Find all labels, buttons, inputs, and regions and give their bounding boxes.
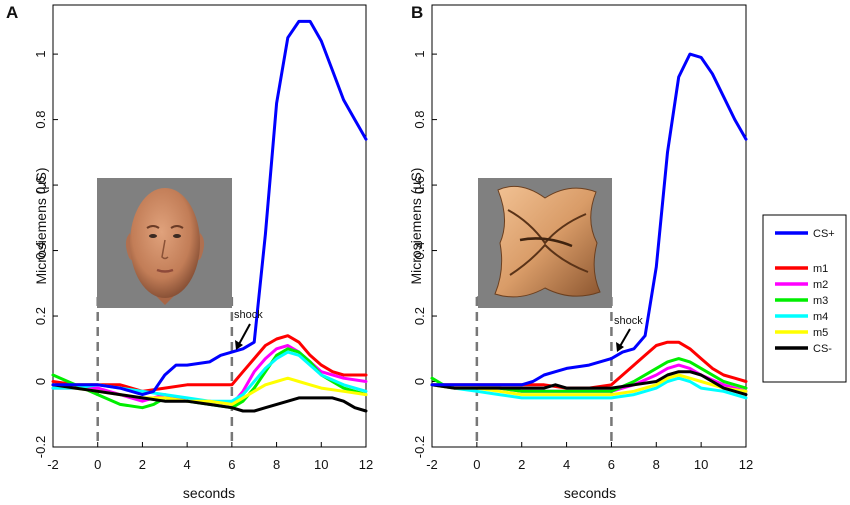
panel-a-series-m3 <box>51 347 368 410</box>
legend-label-csplus: CS+ <box>813 228 835 240</box>
panel-a-shock-annotation: shock <box>234 309 263 350</box>
panel-b-ytick-label: 0.4 <box>412 242 427 260</box>
panel-a-ytick-label: 1 <box>33 50 48 57</box>
panel-b-y-axis-label: Microsiemens (µS) <box>408 168 424 285</box>
panel-a-axes-frame <box>52 4 367 448</box>
face-right-brow <box>170 225 184 229</box>
face-left-eye <box>149 234 157 238</box>
panel-a-series <box>51 19 368 413</box>
panel-b-x-axis-label: seconds <box>564 485 616 501</box>
face-stimulus-image <box>97 178 232 308</box>
panel-b-shock-arrow-head <box>616 342 624 352</box>
panel-b-letter: B <box>411 3 423 22</box>
panel-b-shock-annotation: shock <box>614 315 643 352</box>
panel-a-shock-arrow-head <box>235 340 243 350</box>
panel-b-ytick-label: 0.2 <box>412 307 427 325</box>
panel-a-ytick-label: -0.2 <box>33 436 48 458</box>
shape-blob <box>494 185 601 298</box>
panel-b-ytick-label: -0.2 <box>412 436 427 458</box>
legend-label-m5: m5 <box>813 327 828 339</box>
panel-a-tick-layer: -0.2 0 0.2 0.4 0.6 0.8 1 -2 0 2 4 6 8 10 12 <box>33 50 373 472</box>
panel-a-xtick-label: 10 <box>314 457 328 472</box>
panel-a-series-csminus <box>51 383 368 413</box>
panel-a-ytick-label: 0.8 <box>33 111 48 129</box>
panel-a: A Microsiemens (µS) seconds -0.2 0 0.2 0.4 0… <box>6 3 373 501</box>
legend-label-csminus: CS- <box>813 343 832 355</box>
panel-a-letter: A <box>6 3 18 22</box>
panel-a-xtick-label: 4 <box>184 457 191 472</box>
panel-a-xtick-label: 6 <box>228 457 235 472</box>
panel-b-series-csplus <box>430 52 748 387</box>
panel-b-ytick-label: 0.8 <box>412 111 427 129</box>
legend-label-m4: m4 <box>813 311 828 323</box>
panel-b-xtick-label: 10 <box>694 457 708 472</box>
panel-b-axes-frame <box>431 4 747 448</box>
face-mouth <box>156 268 174 273</box>
face-left-brow <box>146 225 160 229</box>
panel-a-xtick-label: -2 <box>47 457 59 472</box>
panel-a-xtick-label: 0 <box>94 457 101 472</box>
panel-b-xtick-label: -2 <box>426 457 438 472</box>
panel-a-x-axis-label: seconds <box>183 485 235 501</box>
panel-a-ytick-label: 0 <box>33 378 48 385</box>
panel-b-ytick-label: 1 <box>412 50 427 57</box>
panel-a-series-m1 <box>51 334 368 393</box>
panel-a-xtick-label: 2 <box>139 457 146 472</box>
panel-b-tick-layer: -0.2 0 0.2 0.4 0.6 0.8 1 -2 0 2 4 6 8 10 12 <box>412 50 753 472</box>
panel-b-series-m5 <box>430 373 748 397</box>
panel-a-ytick-label: 0.4 <box>33 242 48 260</box>
shape-fold-center <box>519 237 573 248</box>
legend: CS+ m1 m2 m3 m4 m5 CS- <box>762 214 847 383</box>
legend-label-m1: m1 <box>813 263 828 275</box>
panel-a-series-csplus <box>51 19 368 397</box>
face-nose <box>161 239 169 260</box>
panel-a-ytick-label: 0.2 <box>33 307 48 325</box>
legend-label-m2: m2 <box>813 279 828 291</box>
panel-b-event-lines <box>475 296 613 446</box>
panel-b-shock-label: shock <box>614 315 643 327</box>
panel-a-xtick-label: 12 <box>359 457 373 472</box>
panel-b-xtick-label: 6 <box>608 457 615 472</box>
panel-b-series-m4 <box>430 376 748 400</box>
panel-b-ytick-label: 0.6 <box>412 176 427 194</box>
panel-a-y-axis-label: Microsiemens (µS) <box>33 168 49 285</box>
panel-b: B Microsiemens (µS) seconds -0.2 0 0.2 0.4 0… <box>408 3 753 501</box>
panel-a-ytick-label: 0.6 <box>33 176 48 194</box>
panel-b-series <box>430 52 748 400</box>
shape-fold-lower <box>509 243 589 276</box>
face-right-eye <box>173 234 181 238</box>
panel-b-xtick-label: 4 <box>563 457 570 472</box>
panel-a-series-m4 <box>51 350 368 403</box>
shape-stimulus-image <box>478 178 612 308</box>
panel-b-xtick-label: 12 <box>739 457 753 472</box>
shape-fold-upper <box>507 209 587 245</box>
panel-a-event-lines <box>96 296 234 446</box>
panel-b-series-csminus <box>430 370 748 397</box>
panel-b-xtick-label: 2 <box>518 457 525 472</box>
panel-a-shock-arrow-shaft <box>237 323 251 347</box>
legend-label-m3: m3 <box>813 295 828 307</box>
panel-b-xtick-label: 0 <box>473 457 480 472</box>
panel-a-shock-label: shock <box>234 309 263 321</box>
panel-b-shock-arrow-shaft <box>618 328 631 349</box>
panel-b-xtick-label: 8 <box>653 457 660 472</box>
panel-a-xtick-label: 8 <box>273 457 280 472</box>
panel-b-ytick-label: 0 <box>412 378 427 385</box>
